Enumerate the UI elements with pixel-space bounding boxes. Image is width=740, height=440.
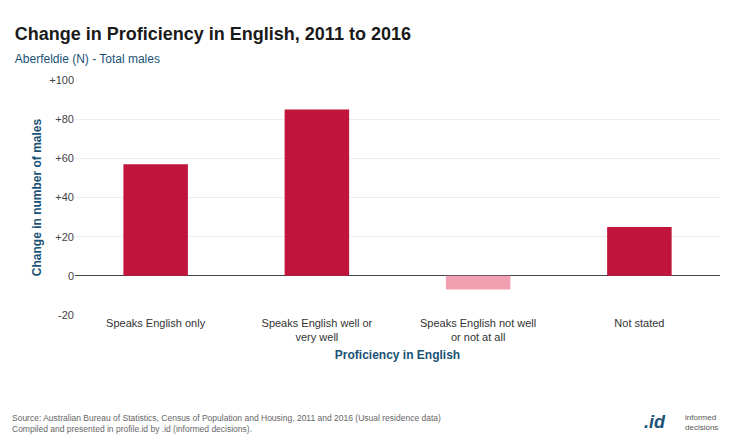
svg-text:Aberfeldie (N) - Total males: Aberfeldie (N) - Total males xyxy=(15,52,160,66)
svg-text:Change in number of males: Change in number of males xyxy=(30,118,44,276)
svg-text:-20: -20 xyxy=(58,309,74,321)
svg-text:Source: Australian Bureau of S: Source: Australian Bureau of Statistics,… xyxy=(12,413,441,434)
svg-text:Speaks English well orvery wel: Speaks English well orvery well xyxy=(262,317,373,343)
svg-text:Change in Proficiency in Engli: Change in Proficiency in English, 2011 t… xyxy=(15,24,411,44)
svg-text:+100: +100 xyxy=(49,74,74,86)
svg-text:Proficiency in English: Proficiency in English xyxy=(335,348,460,362)
svg-text:+20: +20 xyxy=(55,231,74,243)
svg-text:Not stated: Not stated xyxy=(614,317,664,329)
svg-text:+60: +60 xyxy=(55,152,74,164)
svg-text:Speaks English only: Speaks English only xyxy=(106,317,206,329)
svg-text:Speaks English not wellor not: Speaks English not wellor not at all xyxy=(420,317,536,343)
svg-text:+80: +80 xyxy=(55,113,74,125)
svg-text:+40: +40 xyxy=(55,191,74,203)
svg-text:informeddecisions: informeddecisions xyxy=(685,413,718,432)
svg-text:.id: .id xyxy=(644,412,666,432)
svg-text:0: 0 xyxy=(68,270,74,282)
